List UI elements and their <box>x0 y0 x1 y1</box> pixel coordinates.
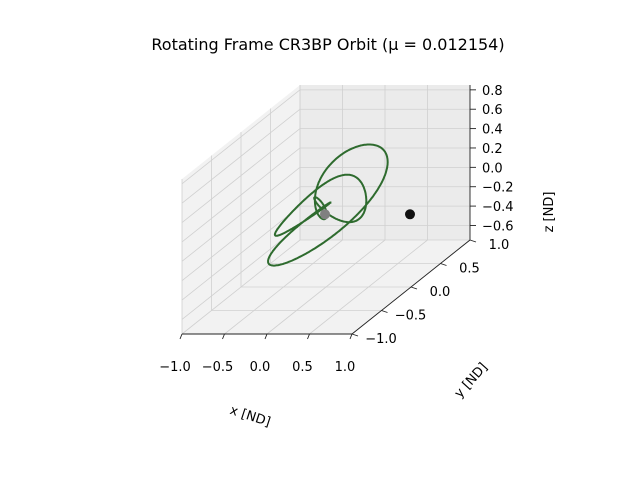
x-tick-mark <box>264 333 268 340</box>
y-tick-label: −1.0 <box>365 332 397 347</box>
x-tick-mark <box>307 333 310 340</box>
grid-line-z <box>181 128 301 223</box>
z-tick-label: 0.8 <box>482 84 503 99</box>
z-tick-label: 0.0 <box>482 161 503 176</box>
z-tick-label: 0.2 <box>482 142 503 157</box>
x-tick-mark <box>222 333 225 340</box>
y-tick-label: −0.5 <box>395 309 427 324</box>
y-tick-label: 0.0 <box>430 285 451 300</box>
primary-body-point <box>320 209 330 220</box>
y-tick-mark <box>351 333 359 337</box>
z-axis-label: z [ND] <box>542 192 557 233</box>
y-tick-mark <box>469 239 477 243</box>
y-tick-mark <box>440 263 447 266</box>
grid-line-z <box>181 186 301 282</box>
x-tick-label: 1.0 <box>335 360 356 375</box>
z-tick-label: −0.4 <box>482 200 514 215</box>
tick-labels: −1.0 −0.5 0.0 0.5 1.0−1.0−0.50.00.51.0−0.6−0… <box>159 84 513 375</box>
x-tick-label: −0.5 <box>202 360 234 375</box>
x-tick-label: 0.0 <box>250 360 271 375</box>
grid-line-z <box>181 167 301 262</box>
x-tick-label: 0.5 <box>292 360 313 375</box>
bodies <box>320 209 415 220</box>
x-tick-label: −1.0 <box>159 360 191 375</box>
orbit-series <box>267 143 389 267</box>
grid-line-z <box>181 108 301 204</box>
y-tick-label: 0.5 <box>459 262 480 277</box>
axis-lines <box>179 85 477 340</box>
x-tick-mark <box>179 333 183 340</box>
chart-title: Rotating Frame CR3BP Orbit (μ = 0.012154… <box>151 35 504 54</box>
z-tick-label: −0.2 <box>482 181 514 196</box>
grid-line-z <box>181 147 301 243</box>
grid-line-z <box>181 205 301 301</box>
x-axis-label: x [ND] <box>228 403 272 430</box>
y-tick-label: 1.0 <box>489 238 510 253</box>
y-axis-label: y [ND] <box>452 360 491 401</box>
y-tick-mark <box>410 286 418 290</box>
z-tick-label: 0.4 <box>482 123 503 138</box>
z-tick-label: −0.6 <box>482 220 514 235</box>
orbit-line <box>267 143 389 267</box>
y-tick-mark <box>381 310 388 313</box>
grid-line-z <box>181 89 301 185</box>
secondary-body-point <box>405 209 415 220</box>
x-tick-mark <box>349 333 353 340</box>
z-tick-label: 0.6 <box>482 103 503 118</box>
